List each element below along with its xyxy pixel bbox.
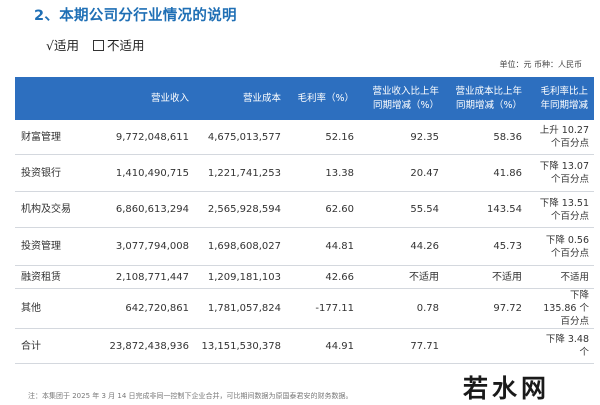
margin-change-cell: 上升 10.27 个百分点 bbox=[528, 120, 594, 155]
segment-name: 合计 bbox=[15, 328, 98, 364]
revenue-change-cell: 77.71 bbox=[360, 328, 445, 364]
cost-cell: 1,221,741,253 bbox=[195, 154, 287, 192]
revenue-change-cell: 不适用 bbox=[360, 265, 445, 289]
cost-cell: 4,675,013,577 bbox=[195, 120, 287, 155]
margin-cell: 62.60 bbox=[287, 191, 360, 228]
revenue-change-cell: 0.78 bbox=[360, 288, 445, 329]
segment-name: 财富管理 bbox=[15, 120, 98, 155]
section-heading: 2、本期公司分行业情况的说明 bbox=[34, 8, 237, 24]
header-cell: 营业成本 bbox=[195, 77, 287, 120]
header-cell: 毛利率（%） bbox=[287, 77, 360, 120]
segment-name: 投资管理 bbox=[15, 227, 98, 266]
cost-cell: 13,151,530,378 bbox=[195, 328, 287, 364]
margin-change-cell: 下降 0.56 个百分点 bbox=[528, 227, 594, 266]
margin-cell: 44.81 bbox=[287, 227, 360, 266]
margin-cell: -177.11 bbox=[287, 288, 360, 329]
applicability-options: √适用 不适用 bbox=[46, 35, 144, 54]
unit-note: 单位：元 币种：人民币 bbox=[499, 60, 582, 69]
segment-name: 机构及交易 bbox=[15, 191, 98, 228]
revenue-cell: 23,872,438,936 bbox=[98, 328, 195, 364]
cost-change-cell: 41.86 bbox=[445, 154, 528, 192]
margin-change-cell: 下降 3.48 个 bbox=[528, 328, 594, 364]
cost-cell: 2,565,928,594 bbox=[195, 191, 287, 228]
margin-cell: 52.16 bbox=[287, 120, 360, 155]
watermark-logo: 若水网 bbox=[455, 365, 600, 404]
revenue-cell: 9,772,048,611 bbox=[98, 120, 195, 155]
footnote: 注：本集团于 2025 年 3 月 14 日完成非同一控制下企业合并，可比期间数… bbox=[28, 392, 353, 400]
not-applicable-option: 不适用 bbox=[106, 38, 145, 53]
margin-change-cell: 不适用 bbox=[528, 265, 594, 289]
segment-name: 其他 bbox=[15, 288, 98, 329]
cost-cell: 1,781,057,824 bbox=[195, 288, 287, 329]
margin-cell: 13.38 bbox=[287, 154, 360, 192]
header-cell: 营业收入比上年同期增减（%） bbox=[360, 77, 445, 120]
table-row: 其他 642,720,861 1,781,057,824 -177.11 0.7… bbox=[15, 288, 594, 329]
watermark-text: 若水网 bbox=[463, 374, 551, 403]
cost-change-cell: 58.36 bbox=[445, 120, 528, 155]
cost-change-cell: 不适用 bbox=[445, 265, 528, 289]
table-row: 财富管理 9,772,048,611 4,675,013,577 52.16 9… bbox=[15, 120, 594, 155]
industry-table: 营业收入 营业成本 毛利率（%） 营业收入比上年同期增减（%） 营业成本比上年同… bbox=[15, 77, 594, 364]
cost-change-cell: 45.73 bbox=[445, 227, 528, 266]
margin-change-cell: 下降 13.51 个百分点 bbox=[528, 191, 594, 228]
revenue-cell: 642,720,861 bbox=[98, 288, 195, 329]
revenue-cell: 1,410,490,715 bbox=[98, 154, 195, 192]
table-row: 投资管理 3,077,794,008 1,698,608,027 44.81 4… bbox=[15, 227, 594, 266]
segment-name: 投资银行 bbox=[15, 154, 98, 192]
revenue-cell: 2,108,771,447 bbox=[98, 265, 195, 289]
revenue-cell: 3,077,794,008 bbox=[98, 227, 195, 266]
header-cell bbox=[15, 77, 98, 120]
applicable-option: √适用 bbox=[46, 38, 79, 53]
table-row: 合计 23,872,438,936 13,151,530,378 44.91 7… bbox=[15, 328, 594, 364]
margin-change-cell: 下降 13.07 个百分点 bbox=[528, 154, 594, 192]
header-cell: 毛利率比上年同期增减 bbox=[528, 77, 594, 120]
table-row: 投资银行 1,410,490,715 1,221,741,253 13.38 2… bbox=[15, 154, 594, 192]
margin-change-cell: 下降 135.86 个百分点 bbox=[528, 288, 594, 329]
segment-name: 融资租赁 bbox=[15, 265, 98, 289]
header-cell: 营业成本比上年同期增减（%） bbox=[445, 77, 528, 120]
revenue-change-cell: 92.35 bbox=[360, 120, 445, 155]
cost-cell: 1,209,181,103 bbox=[195, 265, 287, 289]
cost-change-cell: 143.54 bbox=[445, 191, 528, 228]
revenue-change-cell: 44.26 bbox=[360, 227, 445, 266]
cost-change-cell: 97.72 bbox=[445, 288, 528, 329]
header-cell: 营业收入 bbox=[98, 77, 195, 120]
revenue-change-cell: 20.47 bbox=[360, 154, 445, 192]
table-row: 机构及交易 6,860,613,294 2,565,928,594 62.60 … bbox=[15, 191, 594, 228]
unchecked-box-icon bbox=[92, 40, 104, 51]
cost-change-cell bbox=[445, 328, 528, 364]
table-header-row: 营业收入 营业成本 毛利率（%） 营业收入比上年同期增减（%） 营业成本比上年同… bbox=[15, 77, 594, 120]
revenue-cell: 6,860,613,294 bbox=[98, 191, 195, 228]
margin-cell: 44.91 bbox=[287, 328, 360, 364]
revenue-change-cell: 55.54 bbox=[360, 191, 445, 228]
table-row: 融资租赁 2,108,771,447 1,209,181,103 42.66 不… bbox=[15, 265, 594, 289]
cost-cell: 1,698,608,027 bbox=[195, 227, 287, 266]
margin-cell: 42.66 bbox=[287, 265, 360, 289]
